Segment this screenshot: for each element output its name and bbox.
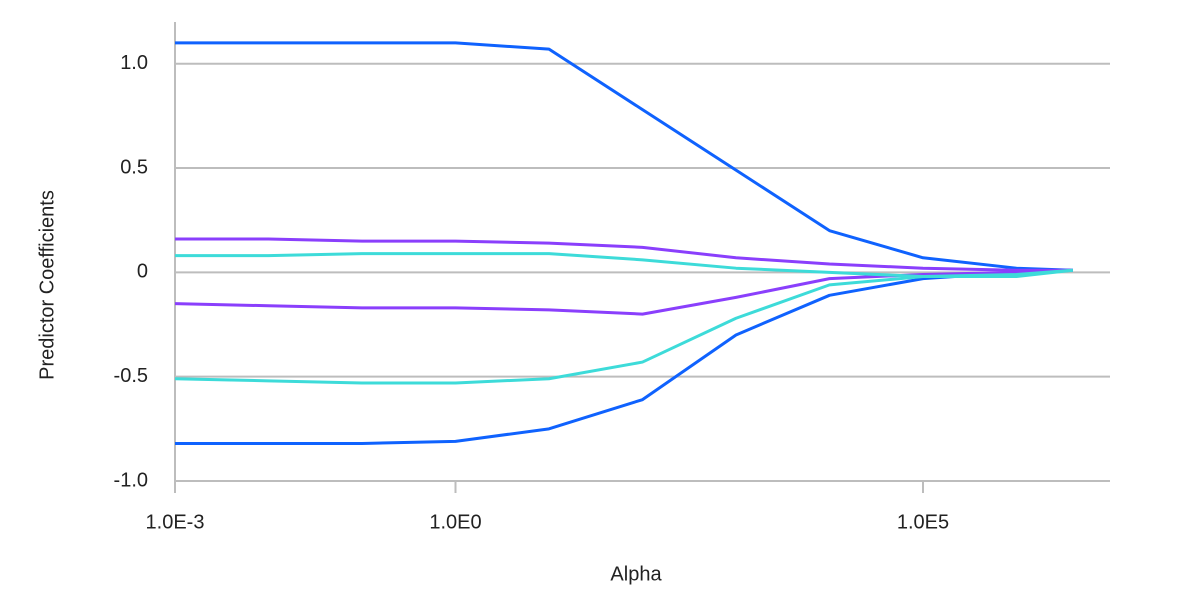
series-line — [175, 237, 1073, 272]
series-line — [174, 268, 1073, 385]
x-tick-label: 1.0E5 — [897, 511, 949, 533]
x-axis-title: Alpha — [610, 563, 662, 585]
y-tick-label: 1.0 — [120, 52, 148, 74]
y-tick-label: 0 — [137, 261, 148, 283]
y-axis-title: Predictor Coefficients — [36, 190, 58, 380]
series-line — [174, 268, 1073, 316]
y-tick-label: 0.5 — [120, 156, 148, 178]
series-line — [175, 268, 1073, 445]
y-tick-label: -0.5 — [114, 365, 148, 387]
series-line — [175, 41, 1073, 272]
x-tick-label: 1.0E0 — [429, 511, 481, 533]
x-tick-label: 1.0E-3 — [146, 511, 205, 533]
y-tick-label: -1.0 — [114, 469, 148, 491]
